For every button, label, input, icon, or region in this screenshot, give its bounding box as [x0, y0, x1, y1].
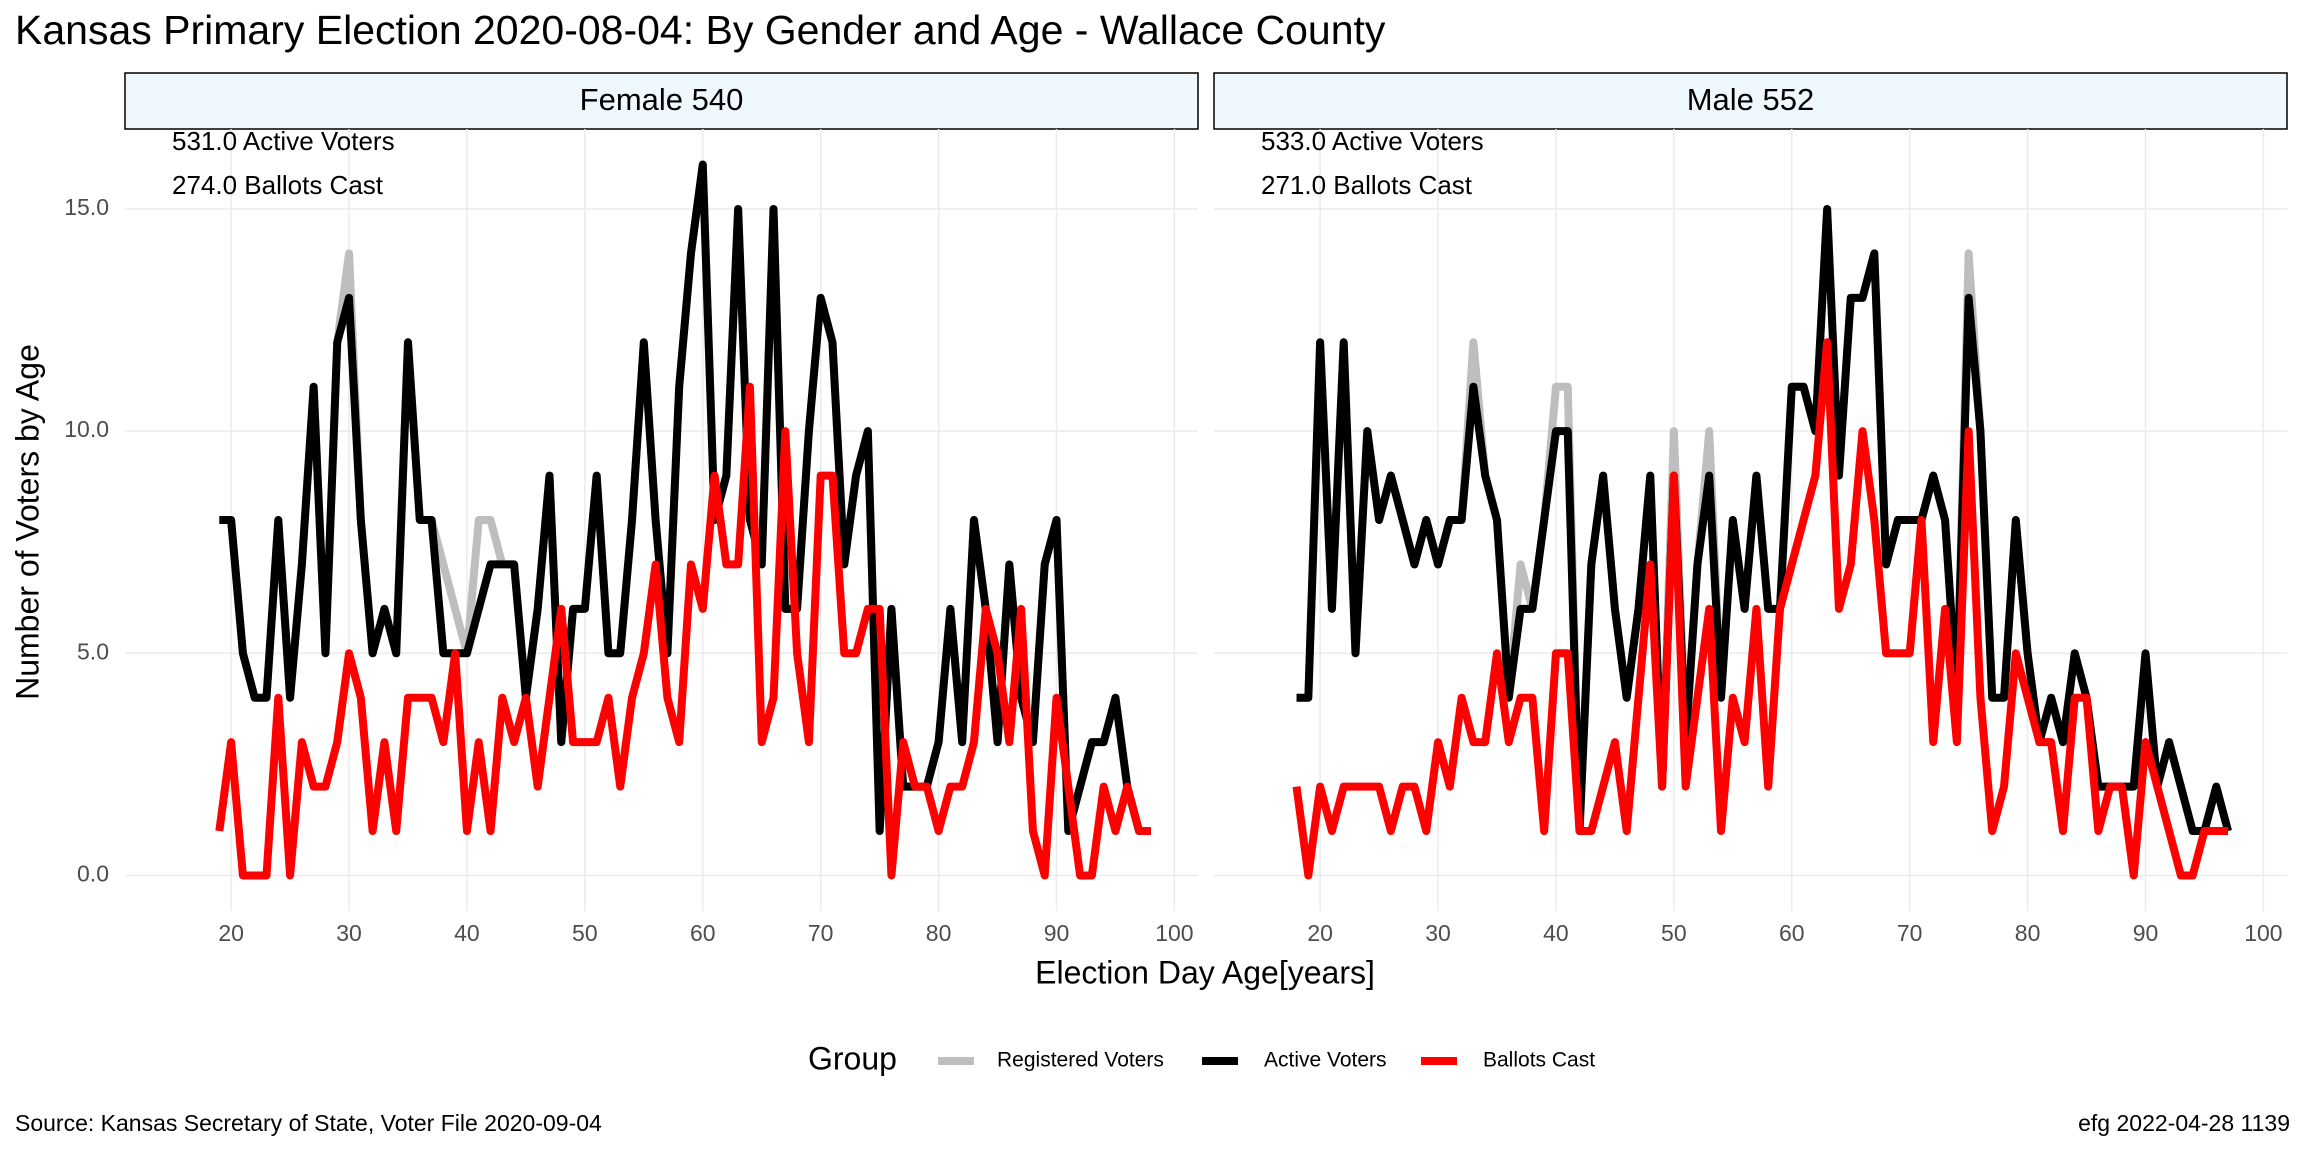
- x-tick-label: 20: [1307, 920, 1333, 946]
- x-tick-label: 100: [2244, 920, 2282, 946]
- x-tick-label: 80: [926, 920, 952, 946]
- x-tick-label: 70: [1897, 920, 1923, 946]
- data-line: [1296, 204, 2232, 836]
- y-tick-label: 0.0: [77, 861, 109, 887]
- x-tick-label: 60: [1779, 920, 1805, 946]
- legend-label: Ballots Cast: [1483, 1049, 1595, 1072]
- legend-title: Group: [808, 1040, 897, 1076]
- annotation: 533.0 Active Voters: [1261, 126, 1484, 156]
- x-tick-label: 80: [2015, 920, 2041, 946]
- legend-label: Registered Voters: [997, 1049, 1164, 1072]
- x-tick-label: 60: [690, 920, 716, 946]
- credit-note: efg 2022-04-28 1139: [2078, 1110, 2290, 1136]
- data-line: [219, 160, 1151, 836]
- x-tick-label: 90: [2133, 920, 2159, 946]
- x-tick-label: 20: [218, 920, 244, 946]
- x-tick-label: 30: [336, 920, 362, 946]
- annotation: 274.0 Ballots Cast: [172, 170, 384, 200]
- x-tick-label: 50: [1661, 920, 1687, 946]
- x-tick-label: 100: [1155, 920, 1193, 946]
- y-tick-label: 5.0: [77, 638, 109, 664]
- x-tick-label: 30: [1425, 920, 1451, 946]
- annotation: 271.0 Ballots Cast: [1261, 170, 1473, 200]
- data-line: [1292, 338, 2229, 880]
- x-tick-label: 50: [572, 920, 598, 946]
- legend-label: Active Voters: [1264, 1049, 1387, 1072]
- panel-title: Male 552: [1687, 82, 1815, 117]
- x-tick-label: 40: [1543, 920, 1569, 946]
- chart-title: Kansas Primary Election 2020-08-04: By G…: [15, 7, 1386, 53]
- y-axis-label: Number of Voters by Age: [9, 344, 45, 700]
- strip: [124, 72, 1199, 130]
- y-tick-label: 15.0: [64, 194, 109, 220]
- source-note: Source: Kansas Secretary of State, Voter…: [15, 1110, 602, 1136]
- x-tick-label: 70: [808, 920, 834, 946]
- x-axis-label: Election Day Age[years]: [1035, 954, 1375, 990]
- strip: [1213, 72, 2288, 130]
- data-line: [215, 382, 1151, 880]
- y-tick-label: 10.0: [64, 416, 109, 442]
- panel-title: Female 540: [580, 82, 744, 117]
- x-tick-label: 90: [1044, 920, 1070, 946]
- annotation: 531.0 Active Voters: [172, 126, 395, 156]
- x-tick-label: 40: [454, 920, 480, 946]
